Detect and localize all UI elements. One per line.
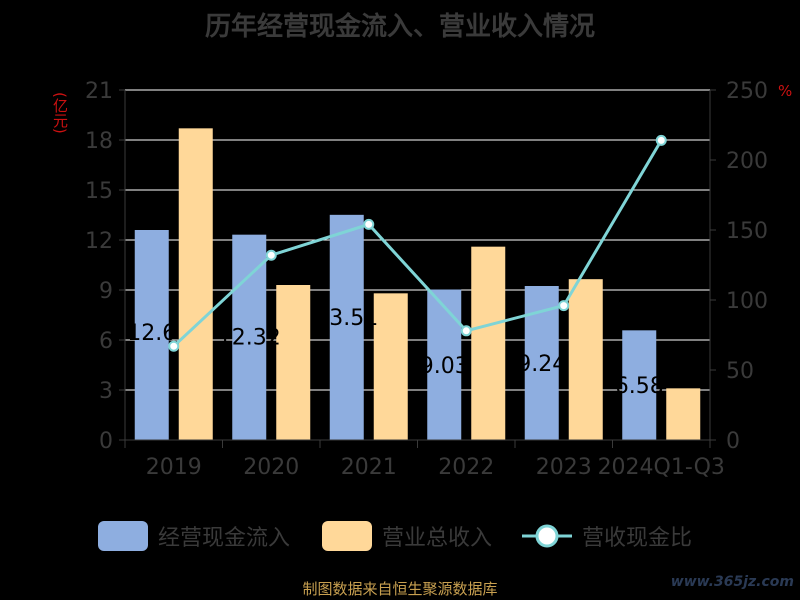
point-ratio — [265, 249, 277, 261]
bar-cash-inflow — [622, 330, 657, 440]
legend-swatch-revenue — [322, 521, 372, 551]
legend-swatch-cash-inflow — [98, 521, 148, 551]
right-tick-label: 50 — [726, 359, 754, 384]
legend-item-cash-inflow: 经营现金流入 — [98, 518, 290, 554]
left-tick-label: 15 — [85, 179, 113, 204]
left-axis-label: (亿元) — [51, 92, 69, 134]
left-tick-label: 21 — [85, 79, 113, 104]
legend: 经营现金流入 营业总收入 营收现金比 — [0, 518, 800, 554]
legend-swatch-ratio — [522, 524, 572, 548]
bar-revenue — [471, 246, 506, 440]
point-ratio — [655, 134, 667, 146]
legend-label: 营业总收入 — [382, 526, 493, 551]
data-source-footer: 制图数据来自恒生聚源数据库 — [302, 580, 498, 598]
left-tick-label: 18 — [85, 129, 113, 154]
point-ratio — [460, 325, 472, 337]
data-label-cash-inflow: 9.03 — [420, 354, 469, 379]
legend-label: 营收现金比 — [582, 526, 693, 551]
bar-revenue — [276, 285, 311, 440]
data-label-cash-inflow: 12.32 — [218, 326, 281, 351]
x-tick-label: 2024Q1-Q3 — [598, 455, 725, 480]
watermark: www.365jz.com — [670, 574, 794, 590]
chart-title: 历年经营现金流入、营业收入情况 — [204, 12, 595, 42]
bar-cash-inflow — [427, 289, 462, 440]
right-tick-label: 0 — [726, 429, 740, 454]
point-ratio — [363, 218, 375, 230]
point-ratio — [558, 300, 570, 312]
left-tick-label: 6 — [99, 329, 113, 354]
legend-item-ratio: 营收现金比 — [522, 518, 692, 554]
legend-item-revenue: 营业总收入 — [322, 518, 492, 554]
right-tick-label: 250 — [726, 79, 768, 104]
bar-cash-inflow — [134, 230, 169, 440]
right-axis-label: % — [778, 82, 793, 100]
right-tick-label: 100 — [726, 289, 768, 314]
bar-revenue — [666, 388, 701, 440]
x-tick-label: 2019 — [146, 455, 202, 480]
bar-revenue — [178, 128, 213, 441]
right-tick-label: 150 — [726, 219, 768, 244]
data-label-cash-inflow: 13.51 — [315, 306, 378, 331]
bar-cash-inflow — [329, 214, 364, 440]
data-label-cash-inflow: 12.6 — [127, 321, 176, 346]
x-tick-label: 2021 — [341, 455, 397, 480]
left-tick-label: 9 — [99, 279, 113, 304]
data-label-cash-inflow: 6.58 — [615, 374, 664, 399]
x-tick-label: 2022 — [438, 455, 494, 480]
legend-label: 经营现金流入 — [158, 526, 291, 551]
point-ratio — [168, 340, 180, 352]
right-tick-label: 200 — [726, 149, 768, 174]
x-tick-label: 2023 — [536, 455, 592, 480]
line-ratio — [172, 139, 663, 348]
bar-cash-inflow — [232, 234, 267, 440]
x-tick-label: 2020 — [243, 455, 299, 480]
left-tick-label: 12 — [85, 229, 113, 254]
bar-revenue — [568, 279, 603, 440]
bar-revenue — [373, 293, 408, 440]
data-label-cash-inflow: 9.24 — [517, 352, 566, 377]
left-tick-label: 0 — [99, 429, 113, 454]
left-tick-label: 3 — [99, 379, 113, 404]
